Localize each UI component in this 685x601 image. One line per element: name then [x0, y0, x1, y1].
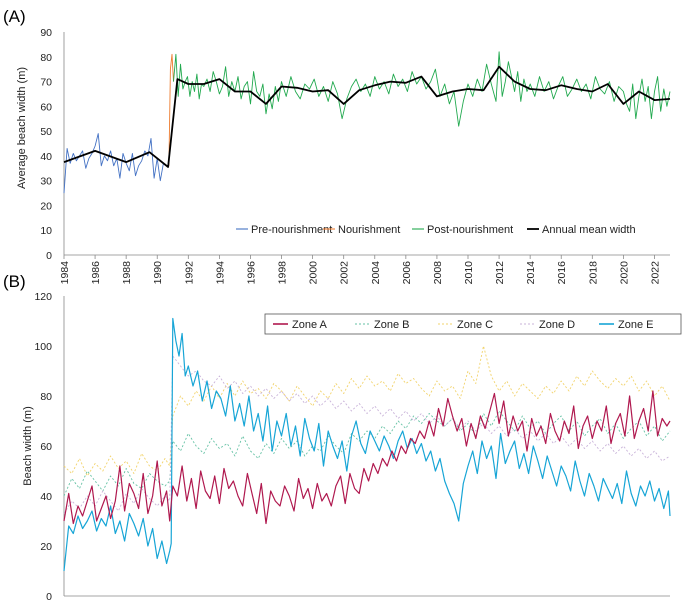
x-tick-label: 2002 [339, 261, 351, 285]
x-tick-label: 1992 [183, 261, 195, 285]
x-tick-label: 2006 [401, 261, 413, 285]
panel-b-y-ticks: 0 20 40 60 80 100 120 [34, 291, 52, 601]
x-tick-label: 2020 [618, 261, 630, 285]
y-tick-label: 0 [46, 591, 52, 601]
y-tick-label: 70 [40, 77, 52, 89]
series-line-zone-b [63, 410, 671, 497]
x-tick-label: 2014 [525, 261, 537, 285]
x-tick-label: 1998 [277, 261, 289, 285]
panel-b-y-axis-title: Beach width (m) [22, 406, 34, 485]
x-tick-label: 2004 [370, 261, 382, 285]
y-tick-label: 40 [40, 491, 52, 503]
x-tick-label: 1988 [121, 261, 133, 285]
y-tick-label: 80 [40, 391, 52, 403]
y-tick-label: 100 [34, 341, 52, 353]
legend-entry: Post-nourishment [427, 224, 513, 236]
legend-entry: Nourishment [338, 224, 400, 236]
panel-b-series [63, 317, 671, 572]
y-tick-label: 30 [40, 176, 52, 188]
y-tick-label: 120 [34, 291, 52, 303]
panel-a-y-ticks: 0 10 20 30 40 50 60 70 80 90 [40, 27, 52, 262]
series-line-zone-a [63, 390, 671, 525]
y-tick-label: 60 [40, 441, 52, 453]
y-tick-label: 50 [40, 126, 52, 138]
legend-entry: Zone A [292, 319, 328, 331]
y-tick-label: 40 [40, 151, 52, 163]
x-tick-label: 2018 [587, 261, 599, 285]
y-tick-label: 90 [40, 27, 52, 39]
series-line-zone-e [63, 317, 671, 572]
panel-b-label: (B) [3, 272, 26, 291]
x-tick-label: 1984 [59, 261, 71, 285]
panel-a-x-ticks: 1984 1986 1988 1990 1992 1994 1996 1998 2000 2002… [59, 255, 661, 284]
x-tick-label: 1996 [245, 261, 257, 285]
y-tick-label: 60 [40, 101, 52, 113]
legend-entry: Zone D [539, 319, 575, 331]
series-line-annual-mean-width [63, 65, 671, 168]
panel-b-legend: Zone A Zone B Zone C Zone D Zone E [264, 313, 682, 335]
x-tick-label: 2010 [463, 261, 475, 285]
y-tick-label: 20 [40, 200, 52, 212]
panel-a-label: (A) [3, 7, 26, 26]
y-tick-label: 20 [40, 541, 52, 553]
x-tick-label: 1986 [90, 261, 102, 285]
series-line-nourishment [168, 53, 174, 166]
x-tick-label: 2000 [308, 261, 320, 285]
series-line-zone-d [63, 355, 671, 514]
legend-box [264, 313, 682, 335]
panel-a-series [63, 51, 671, 194]
x-tick-label: 1994 [214, 261, 226, 285]
x-tick-label: 2016 [556, 261, 568, 285]
y-tick-label: 0 [46, 250, 52, 262]
y-tick-label: 80 [40, 52, 52, 64]
series-line-pre-nourishment [63, 133, 169, 194]
panel-b: (B) Beach width (m) 0 20 40 60 80 100 120 Zone… [3, 272, 682, 601]
legend-entry: Zone B [374, 319, 409, 331]
series-line-zone-c [63, 345, 671, 477]
legend-entry: Annual mean width [542, 224, 636, 236]
x-tick-label: 1990 [152, 261, 164, 285]
legend-entry: Zone E [618, 319, 653, 331]
x-tick-label: 2022 [649, 261, 661, 285]
legend-entry: Zone C [457, 319, 493, 331]
legend-entry: Pre-nourishment [251, 224, 332, 236]
panel-a: (A) Average beach width (m) 0 10 20 30 40 50 6… [3, 7, 671, 284]
panel-a-legend: Pre-nourishment Nourishment Post-nourishme… [236, 224, 636, 236]
y-tick-label: 10 [40, 225, 52, 237]
panel-a-y-axis-title: Average beach width (m) [16, 67, 28, 189]
x-tick-label: 2012 [494, 261, 506, 285]
x-tick-label: 2008 [432, 261, 444, 285]
